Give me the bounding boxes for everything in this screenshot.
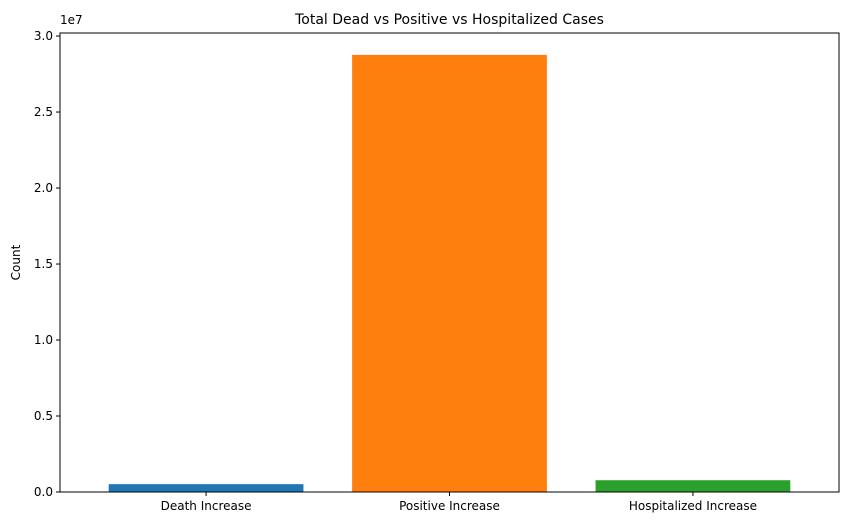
y-axis-offset-label: 1e7 [60, 13, 83, 27]
bars-layer [108, 54, 791, 492]
y-axis: 0.0 0.5 1.0 1.5 2.0 2.5 3.0 [34, 29, 60, 499]
x-tick-label: Positive Increase [399, 499, 500, 513]
bar-positive-increase [352, 54, 547, 492]
y-tick-label: 0.0 [34, 485, 53, 499]
y-tick-label: 0.5 [34, 409, 53, 423]
bar-hospitalized-increase [595, 480, 791, 492]
chart-title: Total Dead vs Positive vs Hospitalized C… [294, 12, 604, 28]
y-tick-label: 3.0 [34, 29, 53, 43]
y-axis-label: Count [9, 244, 23, 280]
x-axis: Death Increase Positive Increase Hospitali… [161, 492, 757, 513]
y-tick-label: 1.5 [34, 257, 53, 271]
x-tick-label: Hospitalized Increase [629, 499, 757, 513]
bar-death-increase [108, 484, 304, 492]
y-tick-label: 1.0 [34, 333, 53, 347]
y-tick-label: 2.5 [34, 105, 53, 119]
x-tick-label: Death Increase [161, 499, 252, 513]
y-tick-label: 2.0 [34, 181, 53, 195]
